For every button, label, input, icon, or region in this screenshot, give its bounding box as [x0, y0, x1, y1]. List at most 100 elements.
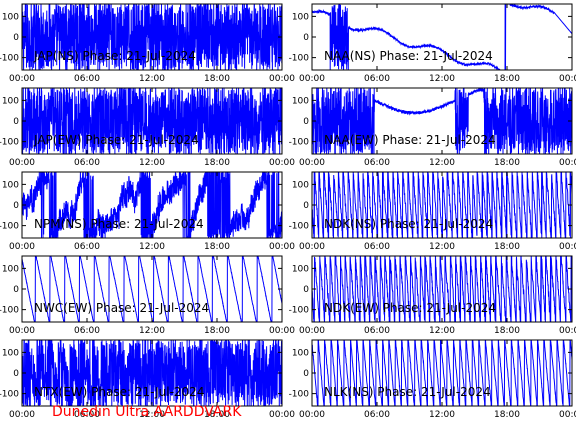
phase-trace-2	[22, 88, 282, 154]
phase-trace-5	[312, 172, 572, 238]
x-tick-label: 00:00	[9, 158, 35, 168]
x-tick-label: 00:00	[269, 326, 295, 336]
x-tick-label: 06:00	[364, 326, 390, 336]
y-tick-label: 0	[303, 33, 309, 43]
x-tick-label: 06:00	[364, 158, 390, 168]
y-tick-label: 100	[2, 264, 19, 274]
x-tick-label: 00:00	[299, 326, 325, 336]
x-tick-label: 00:00	[9, 242, 35, 252]
phase-trace-3	[312, 88, 572, 154]
phase-trace-0	[22, 4, 282, 70]
x-tick-label: 00:00	[269, 158, 295, 168]
x-tick-label: 12:00	[139, 410, 165, 420]
panel-5: 100 0 -100 00:00 06:00 12:00 18:00 00:00 NDK(NS)…	[289, 171, 576, 252]
x-tick-label: 06:00	[74, 242, 100, 252]
y-tick-label: 0	[303, 369, 309, 379]
panel-6: 100 0 -100 00:00 06:00 12:00 18:00 00:00 NWC(EW)…	[0, 255, 295, 336]
y-tick-label: 100	[292, 348, 309, 358]
x-tick-label: 00:00	[299, 74, 325, 84]
x-tick-label: 18:00	[494, 242, 520, 252]
x-tick-label: 06:00	[74, 158, 100, 168]
y-tick-label: -100	[0, 54, 19, 64]
x-tick-label: 00:00	[9, 410, 35, 420]
panel-7: 100 0 -100 00:00 06:00 12:00 18:00 00:00 NDK(EW)…	[289, 255, 576, 336]
panel-3: 100 0 -100 00:00 06:00 12:00 18:00 00:00 NAA(EW)…	[289, 87, 576, 168]
y-tick-label: 100	[2, 348, 19, 358]
x-tick-label: 00:00	[299, 158, 325, 168]
x-tick-label: 06:00	[74, 74, 100, 84]
panel-title: NDK(EW) Phase: 21-Jul-2024	[324, 301, 496, 315]
x-tick-label: 00:00	[269, 74, 295, 84]
phase-trace-7	[312, 256, 572, 322]
panel-1: 100 0 -100 00:00 06:00 12:00 18:00 00:00 NAA(NS)…	[289, 3, 576, 84]
y-tick-label: 100	[292, 180, 309, 190]
panel-title: NPM(NS) Phase: 21-Jul-2024	[34, 217, 204, 231]
y-tick-label: 100	[2, 180, 19, 190]
phase-trace-8	[22, 340, 282, 406]
y-tick-label: 0	[13, 117, 19, 127]
panel-title: JAP(NS) Phase: 21-Jul-2024	[33, 49, 196, 63]
x-tick-label: 18:00	[204, 410, 230, 420]
y-tick-label: 100	[2, 12, 19, 22]
y-tick-label: 0	[13, 33, 19, 43]
y-tick-label: 0	[13, 369, 19, 379]
y-tick-label: 100	[292, 264, 309, 274]
y-tick-label: 100	[292, 12, 309, 22]
x-tick-label: 12:00	[139, 158, 165, 168]
panel-0: 100 0 -100 00:00 06:00 12:00 18:00 00:00 JAP(NS)…	[0, 3, 295, 84]
x-tick-label: 06:00	[74, 410, 100, 420]
panel-title: JAP(EW) Phase: 21-Jul-2024	[33, 133, 199, 147]
panel-title: NTX(EW) Phase: 21-Jul-2024	[34, 385, 204, 399]
x-tick-label: 06:00	[364, 74, 390, 84]
panel-4: 100 0 -100 00:00 06:00 12:00 18:00 00:00 NPM(NS)…	[0, 171, 295, 252]
y-tick-label: -100	[289, 138, 310, 148]
x-tick-label: 00:00	[269, 242, 295, 252]
x-tick-label: 00:00	[299, 410, 325, 420]
panel-title: NWC(EW) Phase: 21-Jul-2024	[34, 301, 209, 315]
x-tick-label: 00:00	[269, 410, 295, 420]
x-tick-label: 00:00	[559, 410, 576, 420]
x-tick-label: 00:00	[559, 74, 576, 84]
y-tick-label: 100	[2, 96, 19, 106]
y-tick-label: -100	[0, 222, 19, 232]
x-tick-label: 18:00	[494, 410, 520, 420]
y-tick-label: -100	[289, 222, 310, 232]
y-tick-label: -100	[289, 390, 310, 400]
x-tick-label: 12:00	[429, 242, 455, 252]
phase-trace-1	[312, 4, 572, 70]
y-tick-label: -100	[289, 306, 310, 316]
y-tick-label: -100	[0, 390, 19, 400]
x-tick-label: 06:00	[74, 326, 100, 336]
x-tick-label: 18:00	[204, 326, 230, 336]
x-tick-label: 06:00	[364, 242, 390, 252]
x-tick-label: 12:00	[429, 158, 455, 168]
y-tick-label: 0	[303, 285, 309, 295]
panel-2: 100 0 -100 00:00 06:00 12:00 18:00 00:00 JAP(EW)…	[0, 87, 295, 168]
x-tick-label: 12:00	[139, 74, 165, 84]
x-tick-label: 00:00	[9, 326, 35, 336]
x-tick-label: 12:00	[429, 410, 455, 420]
panel-title: NDK(NS) Phase: 21-Jul-2024	[324, 217, 493, 231]
x-tick-label: 00:00	[559, 158, 576, 168]
y-tick-label: -100	[0, 306, 19, 316]
panel-8: 100 0 -100 00:00 06:00 12:00 18:00 00:00 NTX(EW)…	[0, 339, 295, 420]
panel-9: 100 0 -100 00:00 06:00 12:00 18:00 00:00 NLK(NS)…	[289, 339, 576, 420]
x-tick-label: 18:00	[494, 74, 520, 84]
panel-title: NLK(NS) Phase: 21-Jul-2024	[324, 385, 491, 399]
y-tick-label: 0	[303, 117, 309, 127]
x-tick-label: 18:00	[494, 326, 520, 336]
x-tick-label: 18:00	[204, 242, 230, 252]
x-tick-label: 12:00	[139, 242, 165, 252]
x-tick-label: 12:00	[429, 326, 455, 336]
y-tick-label: 0	[13, 201, 19, 211]
x-tick-label: 00:00	[559, 326, 576, 336]
x-tick-label: 00:00	[299, 242, 325, 252]
x-tick-label: 00:00	[559, 242, 576, 252]
y-tick-label: -100	[289, 54, 310, 64]
footer-label: Dunedin Ultra AARDDVARK	[52, 404, 242, 420]
x-tick-label: 18:00	[204, 74, 230, 84]
panel-title: NAA(NS) Phase: 21-Jul-2024	[324, 49, 493, 63]
y-tick-label: 0	[303, 201, 309, 211]
x-tick-label: 06:00	[364, 410, 390, 420]
